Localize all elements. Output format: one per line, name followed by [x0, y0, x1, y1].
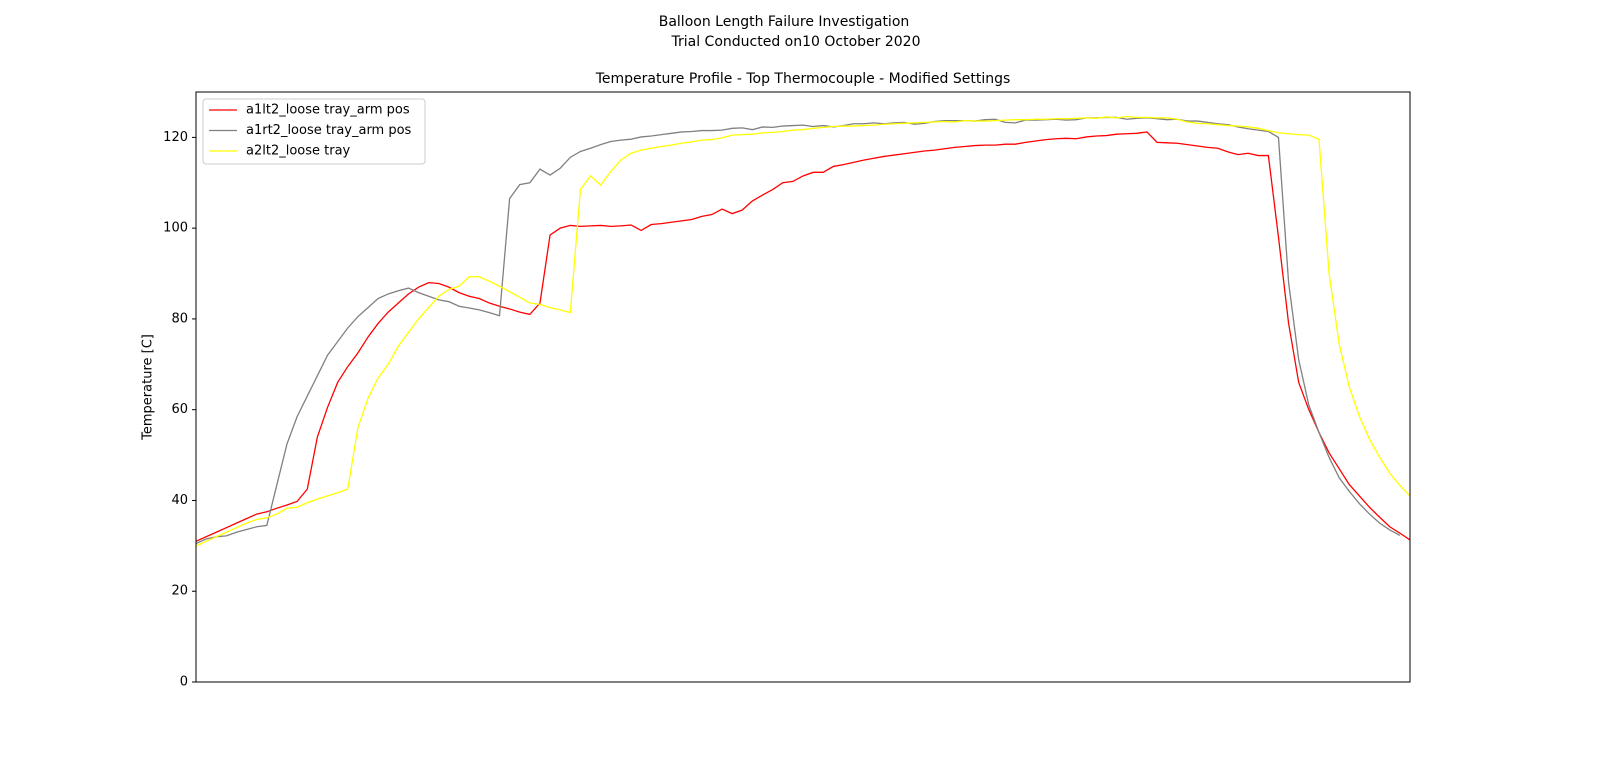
y-tick-label: 40 — [171, 493, 188, 508]
legend-label: a1rt2_loose tray_arm pos — [246, 123, 412, 138]
y-tick-label: 20 — [171, 584, 188, 599]
legend-label: a2lt2_loose tray — [246, 144, 351, 159]
plot-frame — [195, 91, 1411, 683]
y-tick-label: 100 — [163, 221, 188, 236]
line — [195, 116, 1401, 545]
y-tick-label: 0 — [180, 675, 188, 690]
y-tick-label: 80 — [171, 311, 188, 326]
subtitle: Trial Conducted on10 October 2020 — [671, 34, 921, 50]
y-axis-label: Temperature [C] — [141, 334, 156, 441]
legend: a1lt2_loose tray_arm pos a1rt2_loose tray… — [202, 98, 426, 165]
legend-label: a1lt2_loose tray_arm pos — [246, 103, 410, 118]
y-tick-label: 60 — [171, 402, 188, 417]
line — [195, 131, 1411, 542]
y-tick-label: 120 — [163, 130, 188, 145]
suptitle: Balloon Length Failure Investigation — [659, 14, 910, 30]
chart-title: Temperature Profile - Top Thermocouple -… — [595, 71, 1011, 87]
legend-box — [202, 98, 426, 165]
line — [195, 115, 1411, 547]
